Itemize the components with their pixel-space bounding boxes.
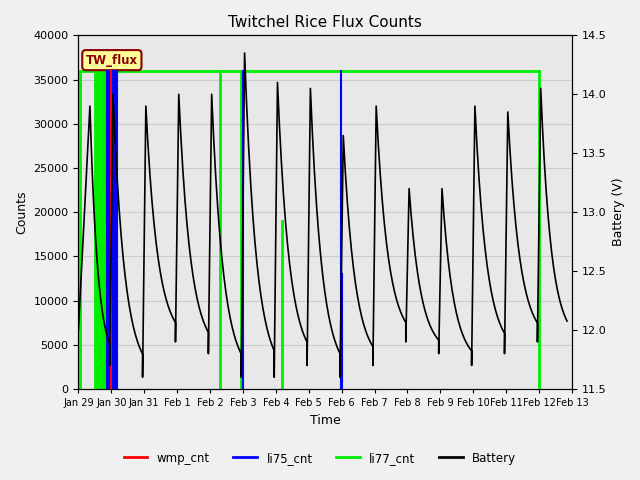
Title: Twitchel Rice Flux Counts: Twitchel Rice Flux Counts (228, 15, 422, 30)
X-axis label: Time: Time (310, 414, 340, 427)
Y-axis label: Counts: Counts (15, 191, 28, 234)
Y-axis label: Battery (V): Battery (V) (612, 178, 625, 247)
Legend: wmp_cnt, li75_cnt, li77_cnt, Battery: wmp_cnt, li75_cnt, li77_cnt, Battery (119, 447, 521, 469)
Text: TW_flux: TW_flux (86, 54, 138, 67)
